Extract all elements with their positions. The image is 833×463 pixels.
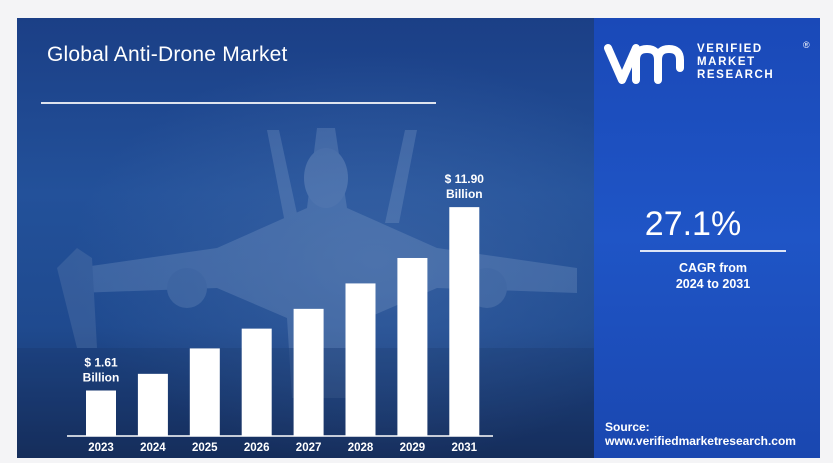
- registered-mark: ®: [803, 40, 810, 50]
- cagr-label-line-1: CAGR from: [678, 261, 748, 275]
- bar-2026: [241, 328, 272, 436]
- chart-title: Global Anti-Drone Market: [47, 43, 288, 66]
- x-tick-label-2026: 2026: [244, 442, 270, 454]
- source-note: Source: www.verifiedmarketresearch.com: [605, 420, 796, 448]
- x-tick-label-2031: 2031: [452, 442, 478, 454]
- vmr-logo-icon: [604, 44, 684, 84]
- x-tick-label-2023: 2023: [88, 442, 114, 454]
- data-label-value-2031: $ 11.90: [445, 172, 485, 186]
- x-tick-label-2025: 2025: [192, 442, 218, 454]
- data-label-value-2023: $ 1.61: [84, 356, 118, 370]
- source-label: Source:: [605, 420, 650, 434]
- bar-2031: [449, 207, 480, 436]
- data-label-unit-2031: Billion: [446, 187, 483, 201]
- bar-2023: [86, 390, 116, 436]
- brand-wordmark: VERIFIED MARKET RESEARCH: [697, 43, 774, 82]
- x-tick-label-2027: 2027: [296, 442, 322, 454]
- bar-2029: [397, 257, 428, 436]
- cagr-value: 27.1%: [644, 205, 742, 243]
- cagr-label-line-2: 2024 to 2031: [675, 277, 751, 291]
- brand-line-3: RESEARCH: [697, 69, 775, 81]
- brand-line-2: MARKET: [697, 56, 756, 68]
- brand-line-1: VERIFIED: [697, 43, 763, 55]
- x-tick-label-2028: 2028: [348, 442, 374, 454]
- bar-2028: [345, 283, 376, 436]
- bar-2025: [189, 348, 220, 436]
- source-url: www.verifiedmarketresearch.com: [605, 434, 796, 448]
- cagr-divider: [640, 250, 786, 252]
- bar-chart: 2023 2024 2025 2026 2027 2028 2029 2031$ 1.61Bi…: [67, 172, 493, 454]
- info-panel: [594, 18, 820, 458]
- bar-2024: [137, 373, 168, 436]
- title-divider: [41, 102, 436, 104]
- chart-panel: Global Anti-Drone Market 2023 2024 2025 202…: [17, 18, 594, 458]
- cagr-label: CAGR from 2024 to 2031: [600, 260, 826, 292]
- bar-2027: [293, 308, 324, 436]
- x-tick-label-2024: 2024: [140, 442, 166, 454]
- data-label-unit-2023: Billion: [83, 371, 120, 385]
- x-tick-label-2029: 2029: [400, 442, 426, 454]
- infographic-card: Global Anti-Drone Market 2023 2024 2025 202…: [17, 18, 820, 458]
